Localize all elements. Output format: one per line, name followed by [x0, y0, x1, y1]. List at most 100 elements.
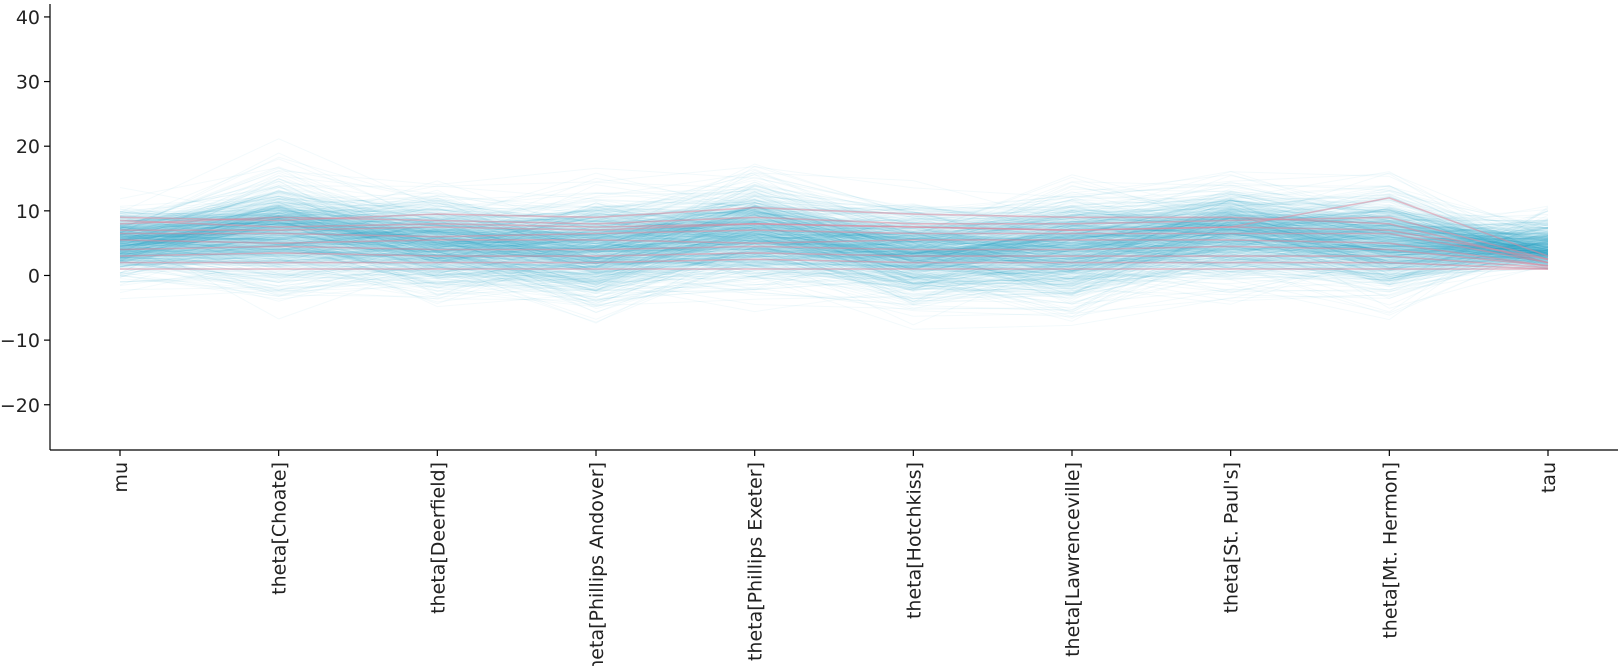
sample-line [119, 199, 1549, 283]
sample-line [119, 225, 1549, 258]
sample-line [119, 220, 1549, 261]
sample-line [119, 249, 1549, 311]
sample-line [119, 247, 1549, 285]
sample-line [119, 216, 1549, 270]
sample-line [119, 213, 1549, 267]
sample-line [119, 199, 1549, 278]
sample-line [119, 228, 1549, 293]
sample-line [119, 213, 1549, 249]
sample-line [119, 190, 1549, 263]
y-tick-label: −20 [0, 395, 40, 417]
sample-line [119, 244, 1549, 305]
sample-line [119, 232, 1549, 281]
sample-line [119, 204, 1549, 260]
sample-line [119, 181, 1549, 258]
sample-line [119, 192, 1549, 264]
sample-line [119, 166, 1549, 254]
sample-line [119, 204, 1549, 258]
sample-line [119, 213, 1549, 280]
sample-line [119, 212, 1549, 265]
sample-line [119, 202, 1549, 263]
sample-line [119, 169, 1549, 277]
sample-line [119, 266, 1549, 318]
sample-line [119, 181, 1549, 229]
sample-line [119, 242, 1549, 300]
sample-line [119, 236, 1549, 310]
sample-line [119, 214, 1549, 272]
sample-line [119, 225, 1549, 262]
sample-line [119, 243, 1549, 300]
sample-line [119, 195, 1549, 263]
sample-line [119, 235, 1549, 263]
sample-line [119, 222, 1549, 264]
sample-line [119, 209, 1549, 279]
sample-line [119, 168, 1549, 257]
sample-line [119, 206, 1549, 258]
sample-line [119, 224, 1549, 271]
x-tick-label: tau [1538, 462, 1560, 493]
sample-line [119, 236, 1549, 294]
sample-line [119, 232, 1549, 274]
sample-line [119, 198, 1549, 243]
sample-line [119, 228, 1549, 308]
sample-line [119, 218, 1549, 268]
sample-line [119, 229, 1549, 286]
sample-line [119, 249, 1549, 287]
sample-line [119, 235, 1549, 298]
sample-line [119, 224, 1549, 269]
sample-line [119, 185, 1549, 277]
y-tick-label: 30 [16, 72, 40, 94]
sample-line [119, 227, 1549, 300]
sample-line [119, 240, 1549, 301]
sample-line [119, 236, 1549, 282]
divergent-line [119, 206, 1549, 264]
sample-line [119, 188, 1549, 259]
sample-line [119, 184, 1549, 269]
divergent-line [119, 216, 1549, 261]
sample-line [119, 189, 1549, 270]
sample-line [119, 217, 1549, 259]
sample-line [119, 171, 1549, 250]
sample-line [119, 138, 1549, 255]
sample-line [119, 186, 1549, 244]
sample-line [119, 212, 1549, 285]
sample-line [119, 218, 1549, 270]
sample-line [119, 229, 1549, 267]
sample-line [119, 196, 1549, 261]
sample-line [119, 221, 1549, 264]
sample-line [119, 214, 1549, 265]
sample-line [119, 201, 1549, 267]
sample-line [119, 238, 1549, 279]
sample-line [119, 222, 1549, 256]
sample-line [119, 207, 1549, 261]
sample-line [119, 208, 1549, 286]
sample-line [119, 238, 1549, 297]
sample-line [119, 235, 1549, 291]
sample-line [119, 186, 1549, 250]
sample-line [119, 201, 1549, 270]
sample-line [119, 224, 1549, 277]
sample-line [119, 242, 1549, 277]
sample-line [119, 229, 1549, 277]
sample-line [119, 197, 1549, 289]
sample-line [119, 194, 1549, 253]
sample-line [119, 194, 1549, 265]
sample-line [119, 222, 1549, 283]
sample-line [119, 226, 1549, 270]
divergent-lines [119, 197, 1549, 270]
sample-line [119, 227, 1549, 271]
sample-line [119, 207, 1549, 287]
sample-line [119, 204, 1549, 264]
sample-line [119, 185, 1549, 261]
sample-line [119, 237, 1549, 320]
sample-line [119, 214, 1549, 273]
sample-line [119, 224, 1549, 291]
y-tick-label: −10 [0, 330, 40, 352]
sample-line [119, 197, 1549, 264]
divergent-line [120, 258, 1549, 270]
sample-line [119, 219, 1549, 260]
sample-line [119, 209, 1549, 250]
sample-line [119, 211, 1549, 279]
